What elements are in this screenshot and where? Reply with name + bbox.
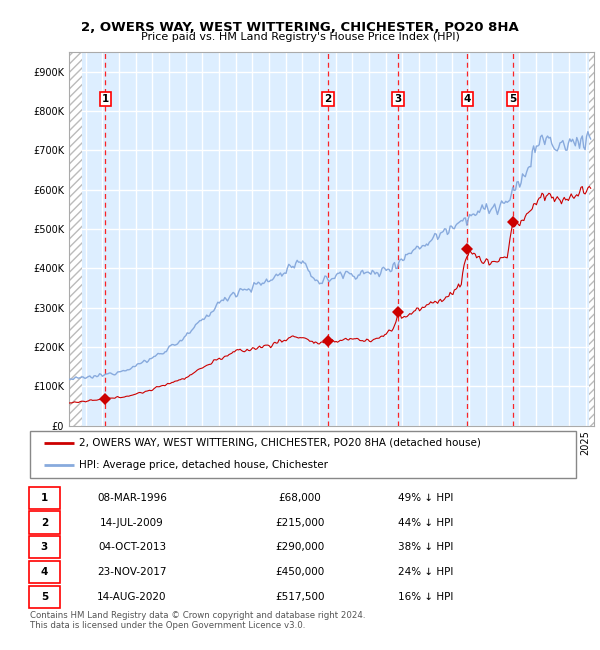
Text: 4: 4 — [464, 94, 471, 104]
Text: 49% ↓ HPI: 49% ↓ HPI — [398, 493, 454, 503]
Text: £450,000: £450,000 — [275, 567, 325, 577]
Text: Price paid vs. HM Land Registry's House Price Index (HPI): Price paid vs. HM Land Registry's House … — [140, 32, 460, 42]
Text: 3: 3 — [395, 94, 402, 104]
Text: 38% ↓ HPI: 38% ↓ HPI — [398, 542, 454, 552]
Text: 5: 5 — [41, 592, 48, 602]
Text: Contains HM Land Registry data © Crown copyright and database right 2024.
This d: Contains HM Land Registry data © Crown c… — [30, 611, 365, 630]
Text: 5: 5 — [509, 94, 516, 104]
Text: HPI: Average price, detached house, Chichester: HPI: Average price, detached house, Chic… — [79, 460, 328, 470]
Text: £517,500: £517,500 — [275, 592, 325, 602]
Text: 3: 3 — [41, 542, 48, 552]
Text: £215,000: £215,000 — [275, 517, 325, 528]
Text: 16% ↓ HPI: 16% ↓ HPI — [398, 592, 454, 602]
Text: £290,000: £290,000 — [275, 542, 325, 552]
Bar — [589, 52, 594, 426]
Text: 2: 2 — [41, 517, 48, 528]
Text: 14-AUG-2020: 14-AUG-2020 — [97, 592, 167, 602]
Text: 44% ↓ HPI: 44% ↓ HPI — [398, 517, 454, 528]
Text: £68,000: £68,000 — [278, 493, 322, 503]
Bar — [69, 52, 82, 426]
Text: 24% ↓ HPI: 24% ↓ HPI — [398, 567, 454, 577]
Text: 08-MAR-1996: 08-MAR-1996 — [97, 493, 167, 503]
Text: 1: 1 — [102, 94, 109, 104]
Text: 2, OWERS WAY, WEST WITTERING, CHICHESTER, PO20 8HA: 2, OWERS WAY, WEST WITTERING, CHICHESTER… — [81, 21, 519, 34]
Text: 4: 4 — [41, 567, 48, 577]
Text: 04-OCT-2013: 04-OCT-2013 — [98, 542, 166, 552]
Text: 23-NOV-2017: 23-NOV-2017 — [97, 567, 167, 577]
Text: 2: 2 — [325, 94, 332, 104]
Text: 14-JUL-2009: 14-JUL-2009 — [100, 517, 164, 528]
FancyBboxPatch shape — [30, 431, 576, 478]
Text: 1: 1 — [41, 493, 48, 503]
Text: 2, OWERS WAY, WEST WITTERING, CHICHESTER, PO20 8HA (detached house): 2, OWERS WAY, WEST WITTERING, CHICHESTER… — [79, 437, 481, 448]
